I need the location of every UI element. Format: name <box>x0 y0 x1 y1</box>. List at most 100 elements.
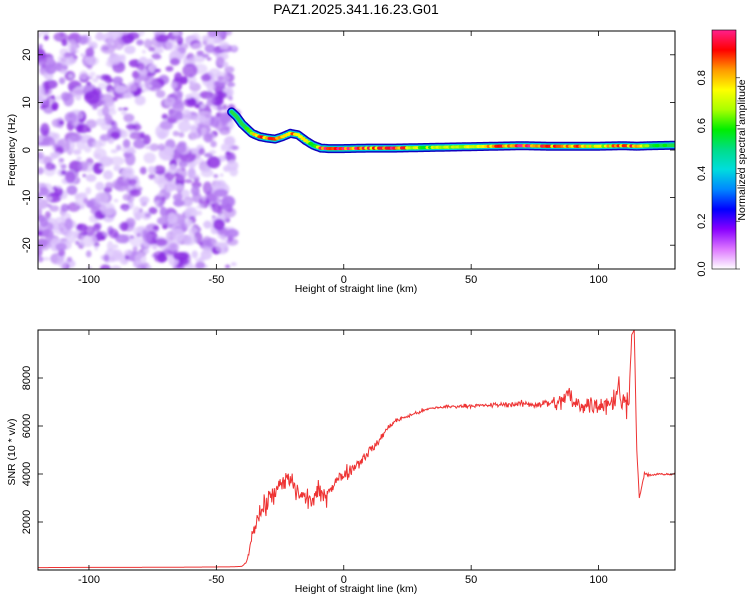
noise-blob <box>100 264 111 269</box>
noise-blob <box>133 139 146 149</box>
noise-blob <box>49 222 65 231</box>
noise-blob <box>142 50 146 54</box>
noise-blob <box>40 31 50 36</box>
noise-blob <box>217 92 224 99</box>
noise-blob <box>147 165 156 174</box>
noise-blob <box>75 192 88 207</box>
noise-blob <box>138 31 145 37</box>
noise-blob <box>59 68 67 75</box>
noise-blob <box>53 32 68 42</box>
noise-blob <box>68 74 73 78</box>
noise-blob <box>103 254 110 262</box>
noise-blob <box>139 166 147 175</box>
noise-blob <box>95 87 102 95</box>
noise-blob <box>97 82 107 90</box>
noise-blob <box>85 250 92 258</box>
noise-blob <box>39 217 49 228</box>
colorbar-tick-label: 0.4 <box>696 166 708 181</box>
noise-blob <box>38 240 51 251</box>
noise-blob <box>207 156 221 169</box>
noise-blob <box>211 197 222 204</box>
snr-frame <box>37 329 676 571</box>
noise-blob <box>172 31 180 36</box>
noise-blob <box>186 219 193 228</box>
noise-blob <box>155 54 162 60</box>
noise-blob <box>224 66 235 74</box>
noise-blob <box>108 31 123 39</box>
snr-x-tick-label: 50 <box>465 574 477 586</box>
noise-blob <box>38 192 42 200</box>
noise-blob <box>215 180 226 188</box>
noise-blob <box>203 220 211 229</box>
noise-blob <box>55 242 67 251</box>
noise-blob <box>64 218 73 230</box>
noise-blob <box>133 226 145 237</box>
noise-blob <box>192 174 200 180</box>
noise-blob <box>211 115 220 128</box>
noise-blob <box>193 232 203 244</box>
noise-blob <box>99 134 111 142</box>
noise-blob <box>213 174 219 179</box>
noise-blob <box>53 143 58 148</box>
noise-blob <box>174 183 184 191</box>
noise-blob <box>170 81 178 89</box>
noise-blob <box>38 151 45 160</box>
noise-blob <box>45 63 57 75</box>
noise-blob <box>191 250 198 259</box>
noise-blob <box>110 265 122 269</box>
noise-blob <box>113 198 119 203</box>
noise-blob <box>129 235 135 239</box>
noise-blob <box>206 99 213 107</box>
noise-blob <box>129 236 143 247</box>
snr-x-tick-label: -100 <box>78 574 100 586</box>
spectrogram-x-ticks: -100 -50 0 50 100 <box>78 31 608 286</box>
spectrogram-noise <box>38 31 241 269</box>
noise-blob <box>157 192 165 197</box>
noise-blob <box>92 77 99 83</box>
noise-blob <box>71 87 84 97</box>
colorbar-tick-label: 0.2 <box>696 214 708 229</box>
noise-blob <box>136 264 147 269</box>
noise-blob <box>165 39 176 51</box>
noise-blob <box>165 232 171 238</box>
noise-blob <box>51 118 63 128</box>
snr-y-tick-label: 8000 <box>21 366 33 390</box>
noise-blob <box>207 31 218 38</box>
noise-blob <box>108 108 117 116</box>
noise-blob <box>123 113 135 123</box>
colorbar-tick-label: 0.0 <box>696 261 708 276</box>
noise-blob <box>49 205 60 212</box>
spectrogram-ridge <box>227 107 675 154</box>
noise-blob <box>69 132 83 143</box>
noise-blob <box>55 95 61 101</box>
noise-blob <box>132 246 138 252</box>
noise-blob <box>63 93 74 107</box>
noise-blob <box>57 53 73 66</box>
noise-blob <box>216 105 224 111</box>
noise-blob <box>174 167 187 181</box>
noise-blob <box>154 238 168 247</box>
noise-blob <box>213 189 229 198</box>
noise-blob <box>142 232 152 243</box>
noise-blob <box>78 161 89 172</box>
noise-blob <box>38 182 42 189</box>
noise-blob <box>157 176 169 190</box>
noise-blob <box>226 160 239 171</box>
noise-blob <box>164 96 176 107</box>
spectrogram-y-tick-label: 20 <box>21 49 33 61</box>
noise-blob <box>86 76 93 80</box>
noise-blob <box>84 225 96 237</box>
spectrogram-x-tick-label: -50 <box>208 274 224 286</box>
noise-blob <box>143 38 153 49</box>
noise-blob <box>38 186 48 197</box>
noise-blob <box>202 181 213 195</box>
noise-blob <box>154 68 161 73</box>
snr-y-tick-label: 6000 <box>21 414 33 438</box>
noise-blob <box>136 62 146 71</box>
noise-blob <box>158 143 166 151</box>
noise-blob <box>209 149 217 155</box>
noise-blob <box>222 207 237 218</box>
noise-blob <box>152 244 158 250</box>
spectrogram-x-tick-label: 50 <box>465 274 477 286</box>
spectrogram-x-tick-label: 0 <box>341 274 347 286</box>
